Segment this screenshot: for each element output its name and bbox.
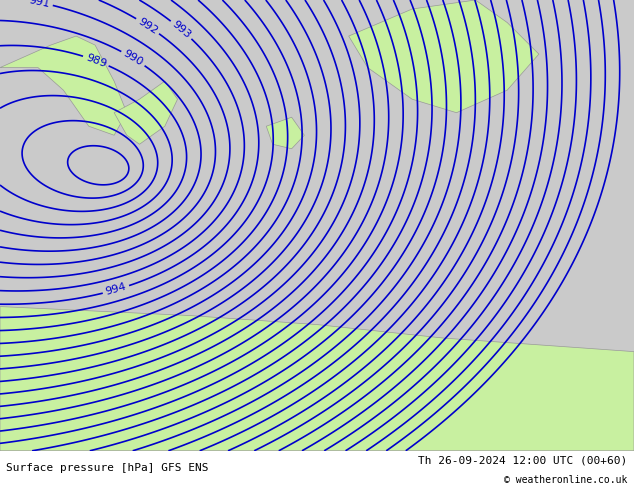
Text: Surface pressure [hPa] GFS ENS: Surface pressure [hPa] GFS ENS <box>6 463 209 473</box>
Text: 989: 989 <box>84 52 108 69</box>
Polygon shape <box>0 307 634 451</box>
Bar <box>0 0 634 293</box>
Polygon shape <box>349 0 539 113</box>
Text: Th 26-09-2024 12:00 UTC (00+60): Th 26-09-2024 12:00 UTC (00+60) <box>418 456 628 466</box>
Text: 993: 993 <box>170 19 193 41</box>
Bar <box>0 225 634 451</box>
Text: 992: 992 <box>136 16 160 36</box>
Polygon shape <box>266 117 304 149</box>
Text: 990: 990 <box>122 49 145 68</box>
Text: © weatheronline.co.uk: © weatheronline.co.uk <box>504 475 628 485</box>
Polygon shape <box>114 81 178 144</box>
Polygon shape <box>0 36 127 135</box>
Text: 991: 991 <box>28 0 51 9</box>
Text: 994: 994 <box>105 282 127 297</box>
